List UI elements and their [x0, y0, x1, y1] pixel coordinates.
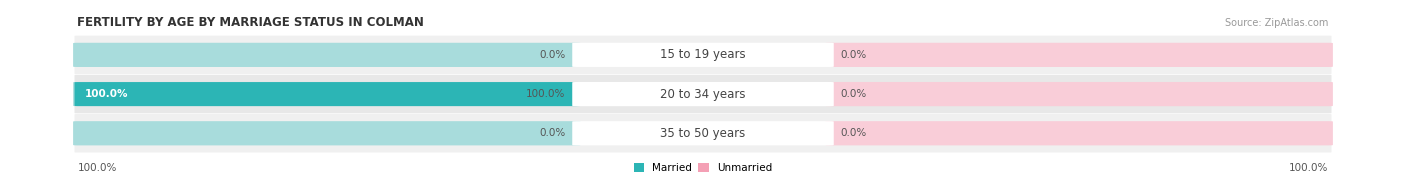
FancyBboxPatch shape [75, 114, 1331, 152]
Text: 20 to 34 years: 20 to 34 years [661, 88, 745, 101]
Text: 100.0%: 100.0% [77, 163, 117, 173]
Text: 0.0%: 0.0% [841, 50, 868, 60]
FancyBboxPatch shape [75, 82, 579, 106]
FancyBboxPatch shape [825, 43, 1333, 67]
Text: FERTILITY BY AGE BY MARRIAGE STATUS IN COLMAN: FERTILITY BY AGE BY MARRIAGE STATUS IN C… [77, 16, 425, 29]
Text: 0.0%: 0.0% [841, 89, 868, 99]
Legend: Married, Unmarried: Married, Unmarried [634, 163, 772, 173]
Text: 0.0%: 0.0% [841, 128, 868, 138]
FancyBboxPatch shape [73, 121, 581, 145]
Text: 0.0%: 0.0% [538, 50, 565, 60]
FancyBboxPatch shape [73, 82, 581, 106]
FancyBboxPatch shape [75, 75, 1331, 113]
Text: 15 to 19 years: 15 to 19 years [661, 48, 745, 61]
Text: Source: ZipAtlas.com: Source: ZipAtlas.com [1225, 18, 1329, 28]
FancyBboxPatch shape [572, 82, 834, 106]
FancyBboxPatch shape [75, 36, 1331, 74]
FancyBboxPatch shape [73, 43, 581, 67]
Text: 0.0%: 0.0% [538, 128, 565, 138]
Text: 100.0%: 100.0% [1289, 163, 1329, 173]
FancyBboxPatch shape [825, 121, 1333, 145]
Text: 35 to 50 years: 35 to 50 years [661, 127, 745, 140]
FancyBboxPatch shape [572, 121, 834, 145]
Text: 100.0%: 100.0% [526, 89, 565, 99]
FancyBboxPatch shape [572, 43, 834, 67]
FancyBboxPatch shape [825, 82, 1333, 106]
Text: 100.0%: 100.0% [84, 89, 128, 99]
